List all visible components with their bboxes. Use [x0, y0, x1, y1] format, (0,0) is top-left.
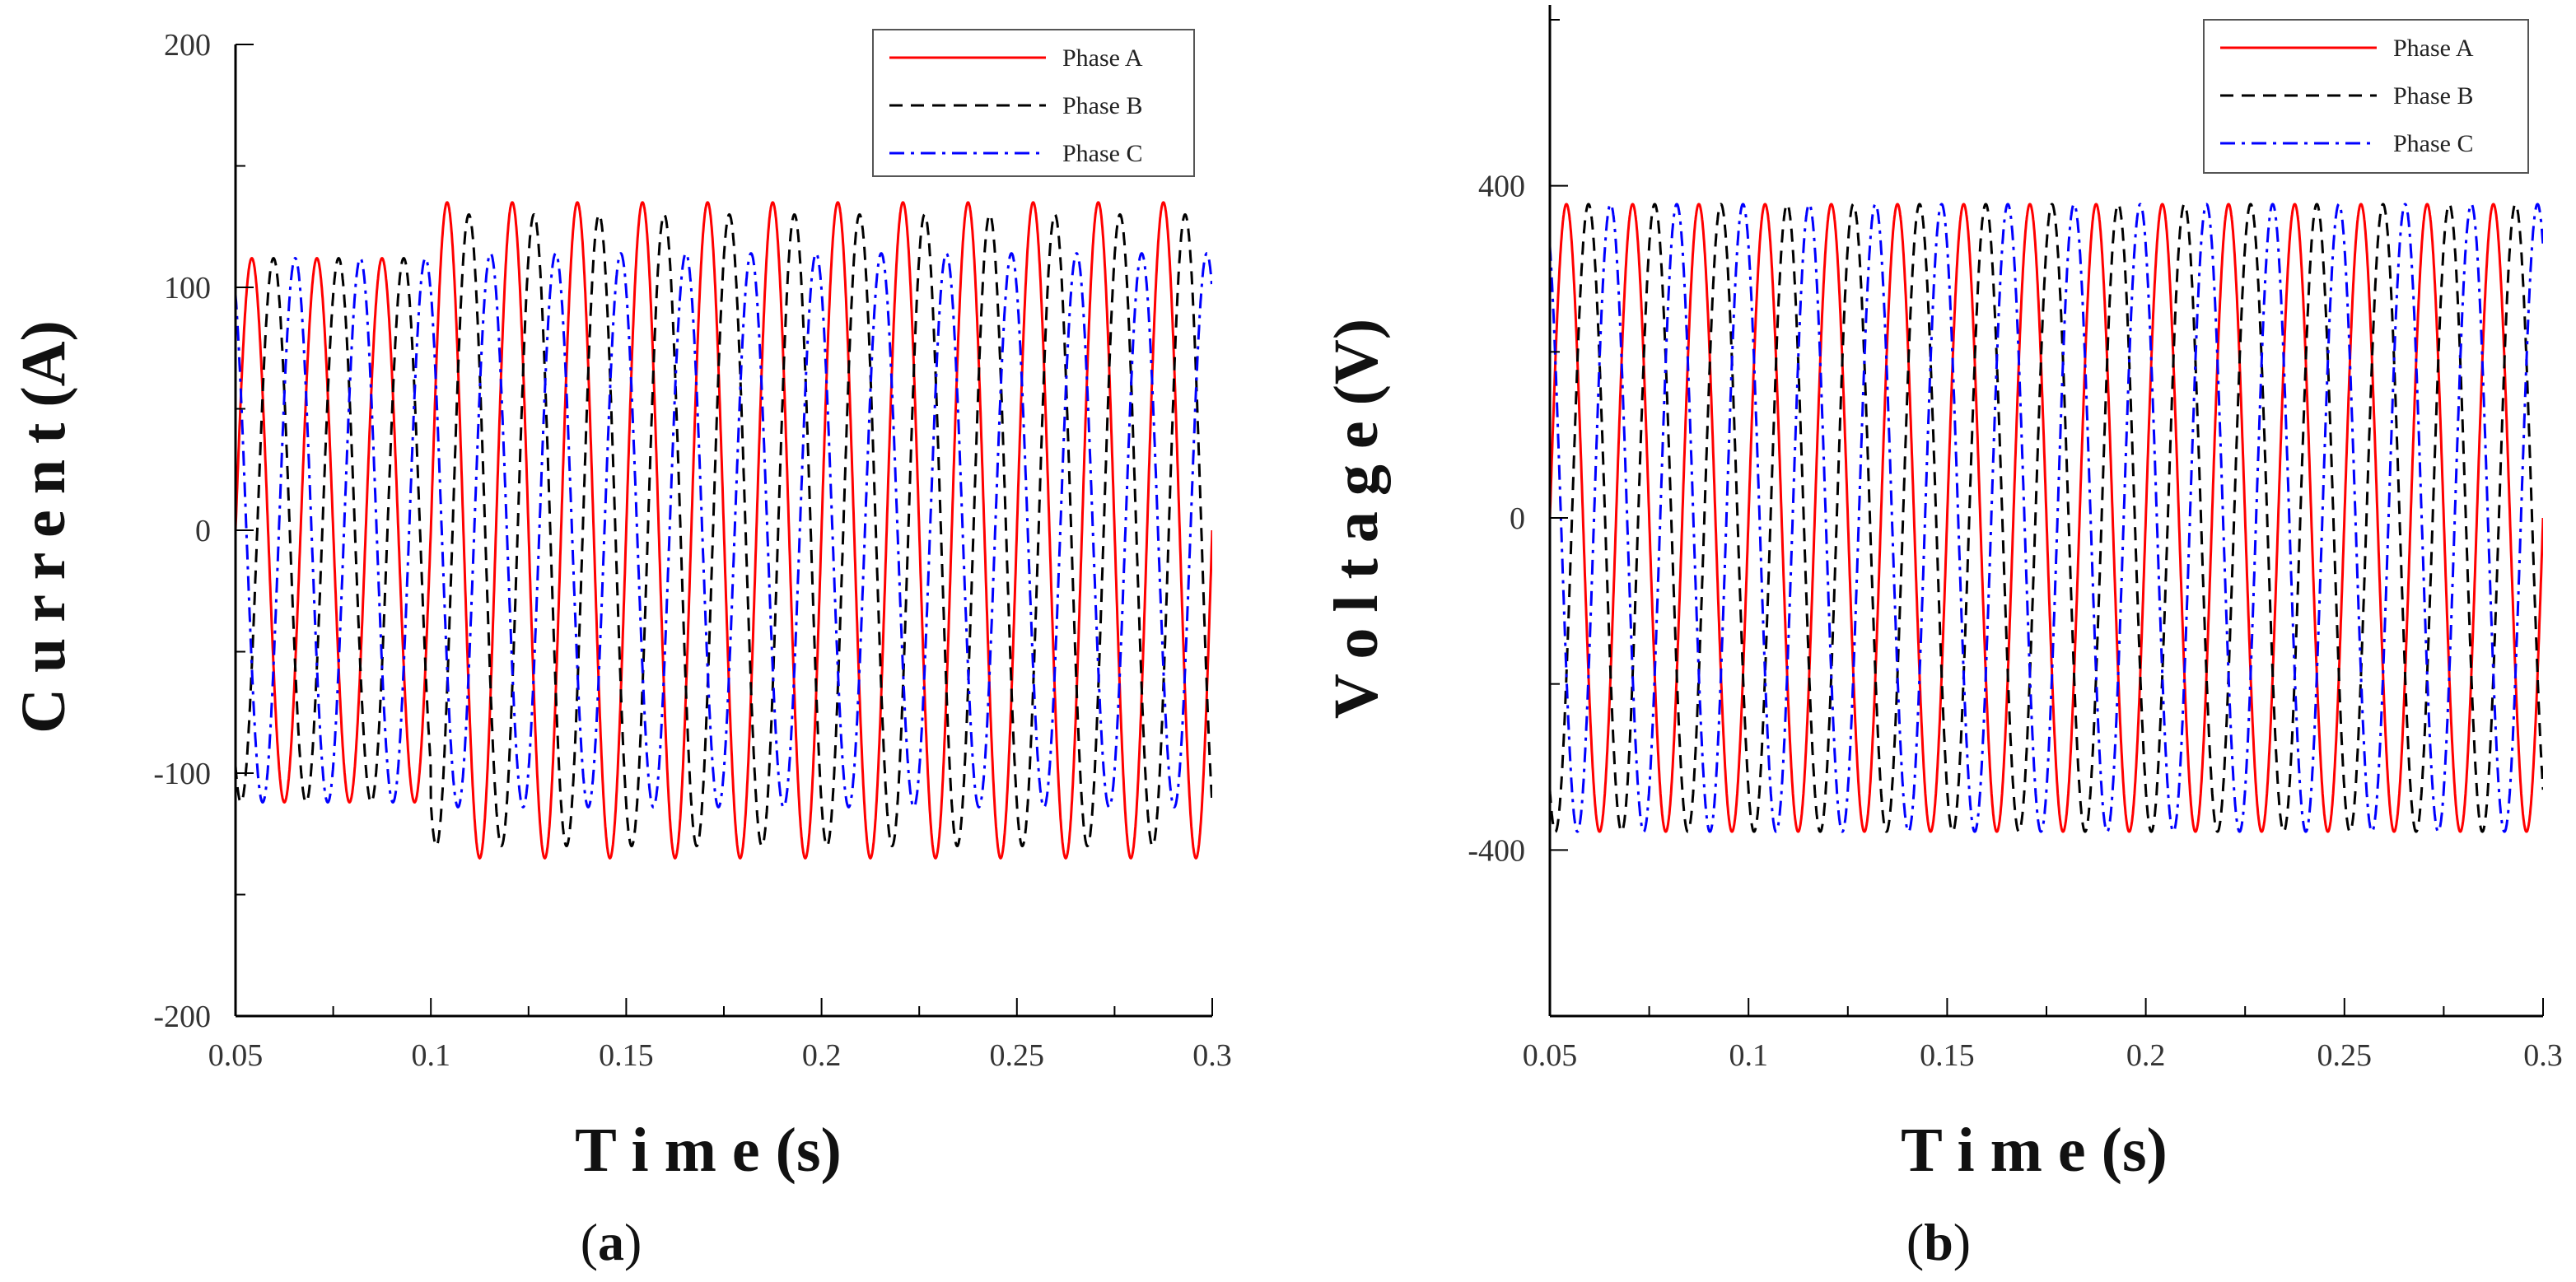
caption-close-b: ): [1953, 1213, 1971, 1271]
x-axis-title-a: T i m e (s): [575, 1116, 842, 1185]
y-tick-label-a: -100: [153, 757, 211, 791]
x-tick-label-a: 0.25: [990, 1038, 1045, 1073]
x-tick-label-b: 0.05: [1523, 1038, 1578, 1073]
series-line-b-3: [1550, 203, 2543, 833]
series-line-a-3: [236, 252, 1212, 809]
y-axis-title-a: C u r r e n t (A): [9, 320, 78, 734]
legend-label-b-1: Phase A: [2393, 35, 2474, 62]
x-axis-title-b: T i m e (s): [1901, 1116, 2168, 1185]
x-tick-label-a: 0.1: [411, 1038, 450, 1073]
caption-a: (a): [581, 1213, 642, 1271]
legend-label-b-3: Phase C: [2393, 130, 2474, 157]
x-tick-label-b: 0.15: [1920, 1038, 1975, 1073]
y-tick-label-a: 100: [164, 271, 211, 305]
x-tick-label-a: 0.05: [208, 1038, 264, 1073]
x-tick-label-b: 0.2: [2126, 1038, 2166, 1073]
caption-open-b: (: [1906, 1213, 1924, 1271]
legend-a: Phase A Phase B Phase C: [872, 29, 1195, 177]
legend-label-a-2: Phase B: [1062, 92, 1143, 119]
y-tick-label-a: 0: [195, 514, 211, 548]
caption-letter-a: a: [598, 1213, 624, 1271]
plot-lines-b: [1550, 203, 2543, 833]
chart-panel-a: 0.05 0.1 0.15 0.2 0.25 0.3 -200 -100 0 100 200 C u…: [9, 28, 1232, 1271]
y-axis-title-b: V o l t a g e (V): [1322, 319, 1391, 719]
x-tick-label-a: 0.2: [802, 1038, 842, 1073]
series-line-b-2: [1550, 203, 2543, 833]
caption-b: (b): [1906, 1213, 1971, 1271]
y-tick-label-a: 200: [164, 28, 211, 63]
x-tick-label-a: 0.3: [1192, 1038, 1232, 1073]
legend-label-a-1: Phase A: [1062, 44, 1143, 72]
x-tick-label-b: 0.1: [1729, 1038, 1768, 1073]
ticks-b: 0.05 0.1 0.15 0.2 0.25 0.3 -400 0 400: [1468, 19, 2563, 1073]
y-tick-label-a: -200: [153, 1000, 211, 1034]
legend-b: Phase A Phase B Phase C: [2203, 19, 2529, 174]
x-tick-label-b: 0.3: [2523, 1038, 2563, 1073]
caption-letter-b: b: [1924, 1213, 1953, 1271]
caption-open-a: (: [581, 1213, 598, 1271]
legend-label-b-2: Phase B: [2393, 82, 2474, 110]
legend-box-a: [872, 29, 1195, 177]
legend-label-a-3: Phase C: [1062, 140, 1143, 167]
ticks-a: 0.05 0.1 0.15 0.2 0.25 0.3 -200 -100 0 100 200: [153, 28, 1231, 1073]
series-line-a-2: [236, 212, 1212, 848]
caption-close-a: ): [624, 1213, 642, 1271]
y-tick-label-b: -400: [1468, 833, 1525, 868]
y-tick-label-b: 0: [1510, 501, 1525, 536]
legend-box-b: [2203, 19, 2529, 174]
x-tick-label-a: 0.15: [599, 1038, 654, 1073]
series-line-b-1: [1550, 203, 2543, 833]
x-tick-label-b: 0.25: [2317, 1038, 2373, 1073]
chart-panel-b: 0.05 0.1 0.15 0.2 0.25 0.3 -400 0 400 V o l t a …: [1322, 5, 2563, 1271]
plot-lines-a: [236, 201, 1212, 860]
series-line-a-1: [236, 201, 1212, 860]
y-tick-label-b: 400: [1478, 170, 1525, 204]
